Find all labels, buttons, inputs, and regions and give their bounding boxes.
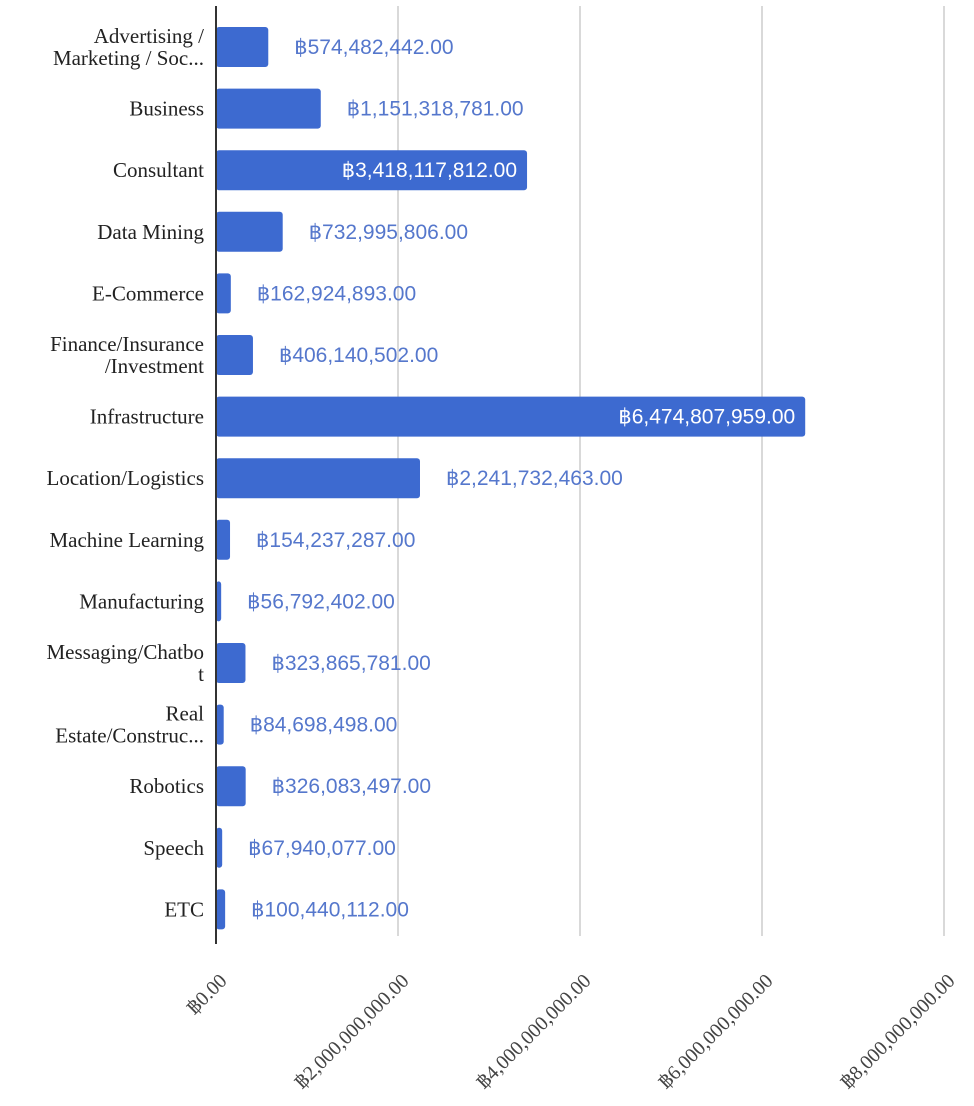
category-label: Real Estate/Construc... [55, 702, 204, 748]
bar [216, 273, 231, 314]
x-tick-label: ฿0.00 [182, 970, 231, 1019]
value-label: ฿56,792,402.00 [247, 590, 395, 613]
value-label: ฿2,241,732,463.00 [446, 467, 623, 490]
value-label: ฿162,924,893.00 [257, 282, 416, 305]
bar [216, 335, 253, 375]
category-label: Finance/Insurance/Investment [50, 332, 204, 378]
bar [216, 458, 420, 499]
bar [216, 643, 246, 683]
bar [216, 704, 224, 745]
category-label: Location/Logistics [47, 466, 204, 490]
bar [216, 581, 222, 622]
bar [216, 211, 283, 252]
x-tick-label: ฿4,000,000,000.00 [472, 970, 596, 1094]
category-label: E-Commerce [92, 281, 204, 305]
value-label: ฿154,237,287.00 [256, 529, 415, 552]
x-tick-label: ฿2,000,000,000.00 [290, 970, 414, 1094]
x-tick-label: ฿8,000,000,000.00 [836, 970, 960, 1094]
category-label: Messaging/Chatbo t [47, 640, 205, 686]
category-label: ETC [164, 897, 204, 921]
bar [216, 766, 246, 807]
bar [216, 27, 269, 67]
value-label: ฿326,083,497.00 [272, 775, 431, 798]
x-tick-label: ฿6,000,000,000.00 [654, 970, 778, 1094]
category-label: Machine Learning [49, 528, 204, 552]
category-labels: Advertising / Marketing / Soc... Business C… [47, 24, 205, 921]
value-label: ฿732,995,806.00 [309, 221, 468, 244]
bar [216, 889, 226, 930]
value-labels: ฿574,482,442.00 ฿1,151,318,781.00 ฿3,418,1… [247, 36, 795, 921]
bar [216, 519, 231, 560]
category-label: Advertising / Marketing / Soc... [53, 24, 204, 70]
category-label: Infrastructure [90, 405, 204, 429]
category-label: Consultant [113, 158, 204, 182]
category-label: Data Mining [97, 220, 204, 244]
bar [216, 396, 806, 437]
value-label: ฿6,474,807,959.00 [618, 406, 795, 429]
bars [216, 27, 806, 930]
bar [216, 827, 223, 868]
category-label: Manufacturing [79, 589, 204, 613]
value-label: ฿67,940,077.00 [248, 837, 396, 860]
value-label: ฿100,440,112.00 [251, 898, 409, 921]
value-label: ฿3,418,117,812.00 [342, 159, 517, 182]
category-label: Speech [143, 836, 204, 860]
value-label: ฿574,482,442.00 [294, 36, 453, 59]
bar [216, 150, 528, 191]
value-label: ฿406,140,502.00 [279, 344, 438, 367]
value-label: ฿1,151,318,781.00 [347, 98, 524, 121]
category-label: Robotics [129, 774, 204, 798]
bar [216, 88, 321, 129]
category-label: Business [129, 97, 204, 121]
value-label: ฿323,865,781.00 [271, 652, 430, 675]
value-label: ฿84,698,498.00 [250, 714, 398, 737]
